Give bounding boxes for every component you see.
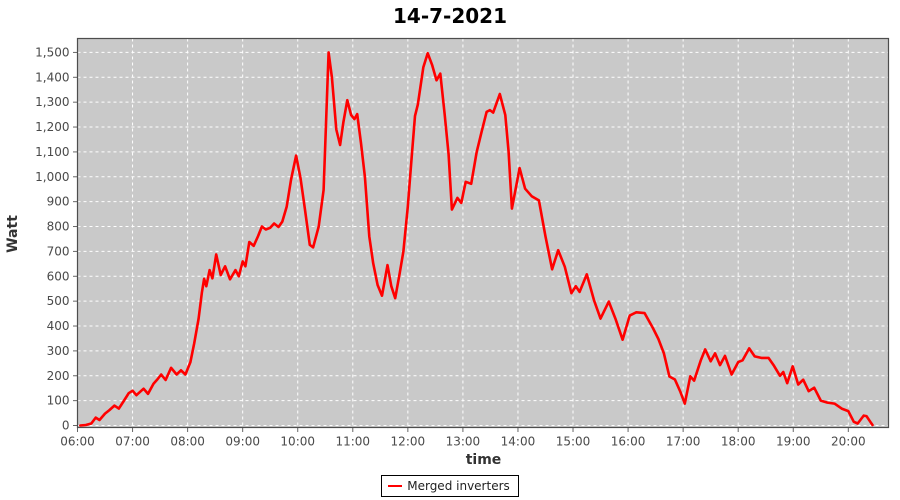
y-tick-label: 700 bbox=[47, 244, 70, 258]
y-tick-label: 800 bbox=[47, 220, 70, 234]
x-tick-label: 06:00 bbox=[60, 435, 95, 449]
y-tick-label: 300 bbox=[47, 344, 70, 358]
x-tick-label: 07:00 bbox=[115, 435, 150, 449]
y-axis-title: Watt bbox=[5, 215, 21, 253]
y-tick-label: 900 bbox=[47, 195, 70, 209]
x-tick-label: 16:00 bbox=[611, 435, 646, 449]
x-tick-label: 20:00 bbox=[831, 435, 866, 449]
x-axis-title: time bbox=[465, 452, 502, 468]
x-tick-label: 19:00 bbox=[776, 435, 811, 449]
x-tick-label: 13:00 bbox=[446, 435, 481, 449]
y-tick-label: 400 bbox=[47, 319, 70, 333]
y-tick-label: 1,200 bbox=[35, 120, 69, 134]
plot-border bbox=[76, 37, 890, 429]
x-tick-label: 15:00 bbox=[556, 435, 591, 449]
plot-background bbox=[77, 38, 889, 428]
y-tick-label: 100 bbox=[47, 394, 70, 408]
x-tick-label: 08:00 bbox=[170, 435, 205, 449]
legend-line-swatch bbox=[388, 485, 403, 487]
series-line-merged-inverters bbox=[79, 51, 874, 427]
y-tick-label: 200 bbox=[47, 369, 70, 383]
legend-label: Merged inverters bbox=[407, 479, 510, 493]
y-tick-label: 1,100 bbox=[35, 145, 69, 159]
y-tick-label: 600 bbox=[47, 269, 70, 283]
x-tick-label: 18:00 bbox=[721, 435, 756, 449]
y-tick-label: 500 bbox=[47, 294, 70, 308]
chart-title: 14-7-2021 bbox=[392, 4, 507, 28]
y-tick-label: 1,300 bbox=[35, 95, 69, 109]
y-tick-label: 1,000 bbox=[35, 170, 69, 184]
x-tick-label: 14:00 bbox=[501, 435, 536, 449]
legend: Merged inverters bbox=[0, 475, 900, 497]
x-tick-label: 11:00 bbox=[335, 435, 370, 449]
y-tick-label: 1,400 bbox=[35, 70, 69, 84]
y-tick-label: 1,500 bbox=[35, 45, 69, 59]
x-tick-label: 09:00 bbox=[225, 435, 260, 449]
y-tick-label: 0 bbox=[62, 419, 70, 433]
legend-box: Merged inverters bbox=[381, 475, 519, 497]
x-tick-label: 12:00 bbox=[391, 435, 426, 449]
x-tick-label: 17:00 bbox=[666, 435, 701, 449]
x-tick-label: 10:00 bbox=[280, 435, 315, 449]
